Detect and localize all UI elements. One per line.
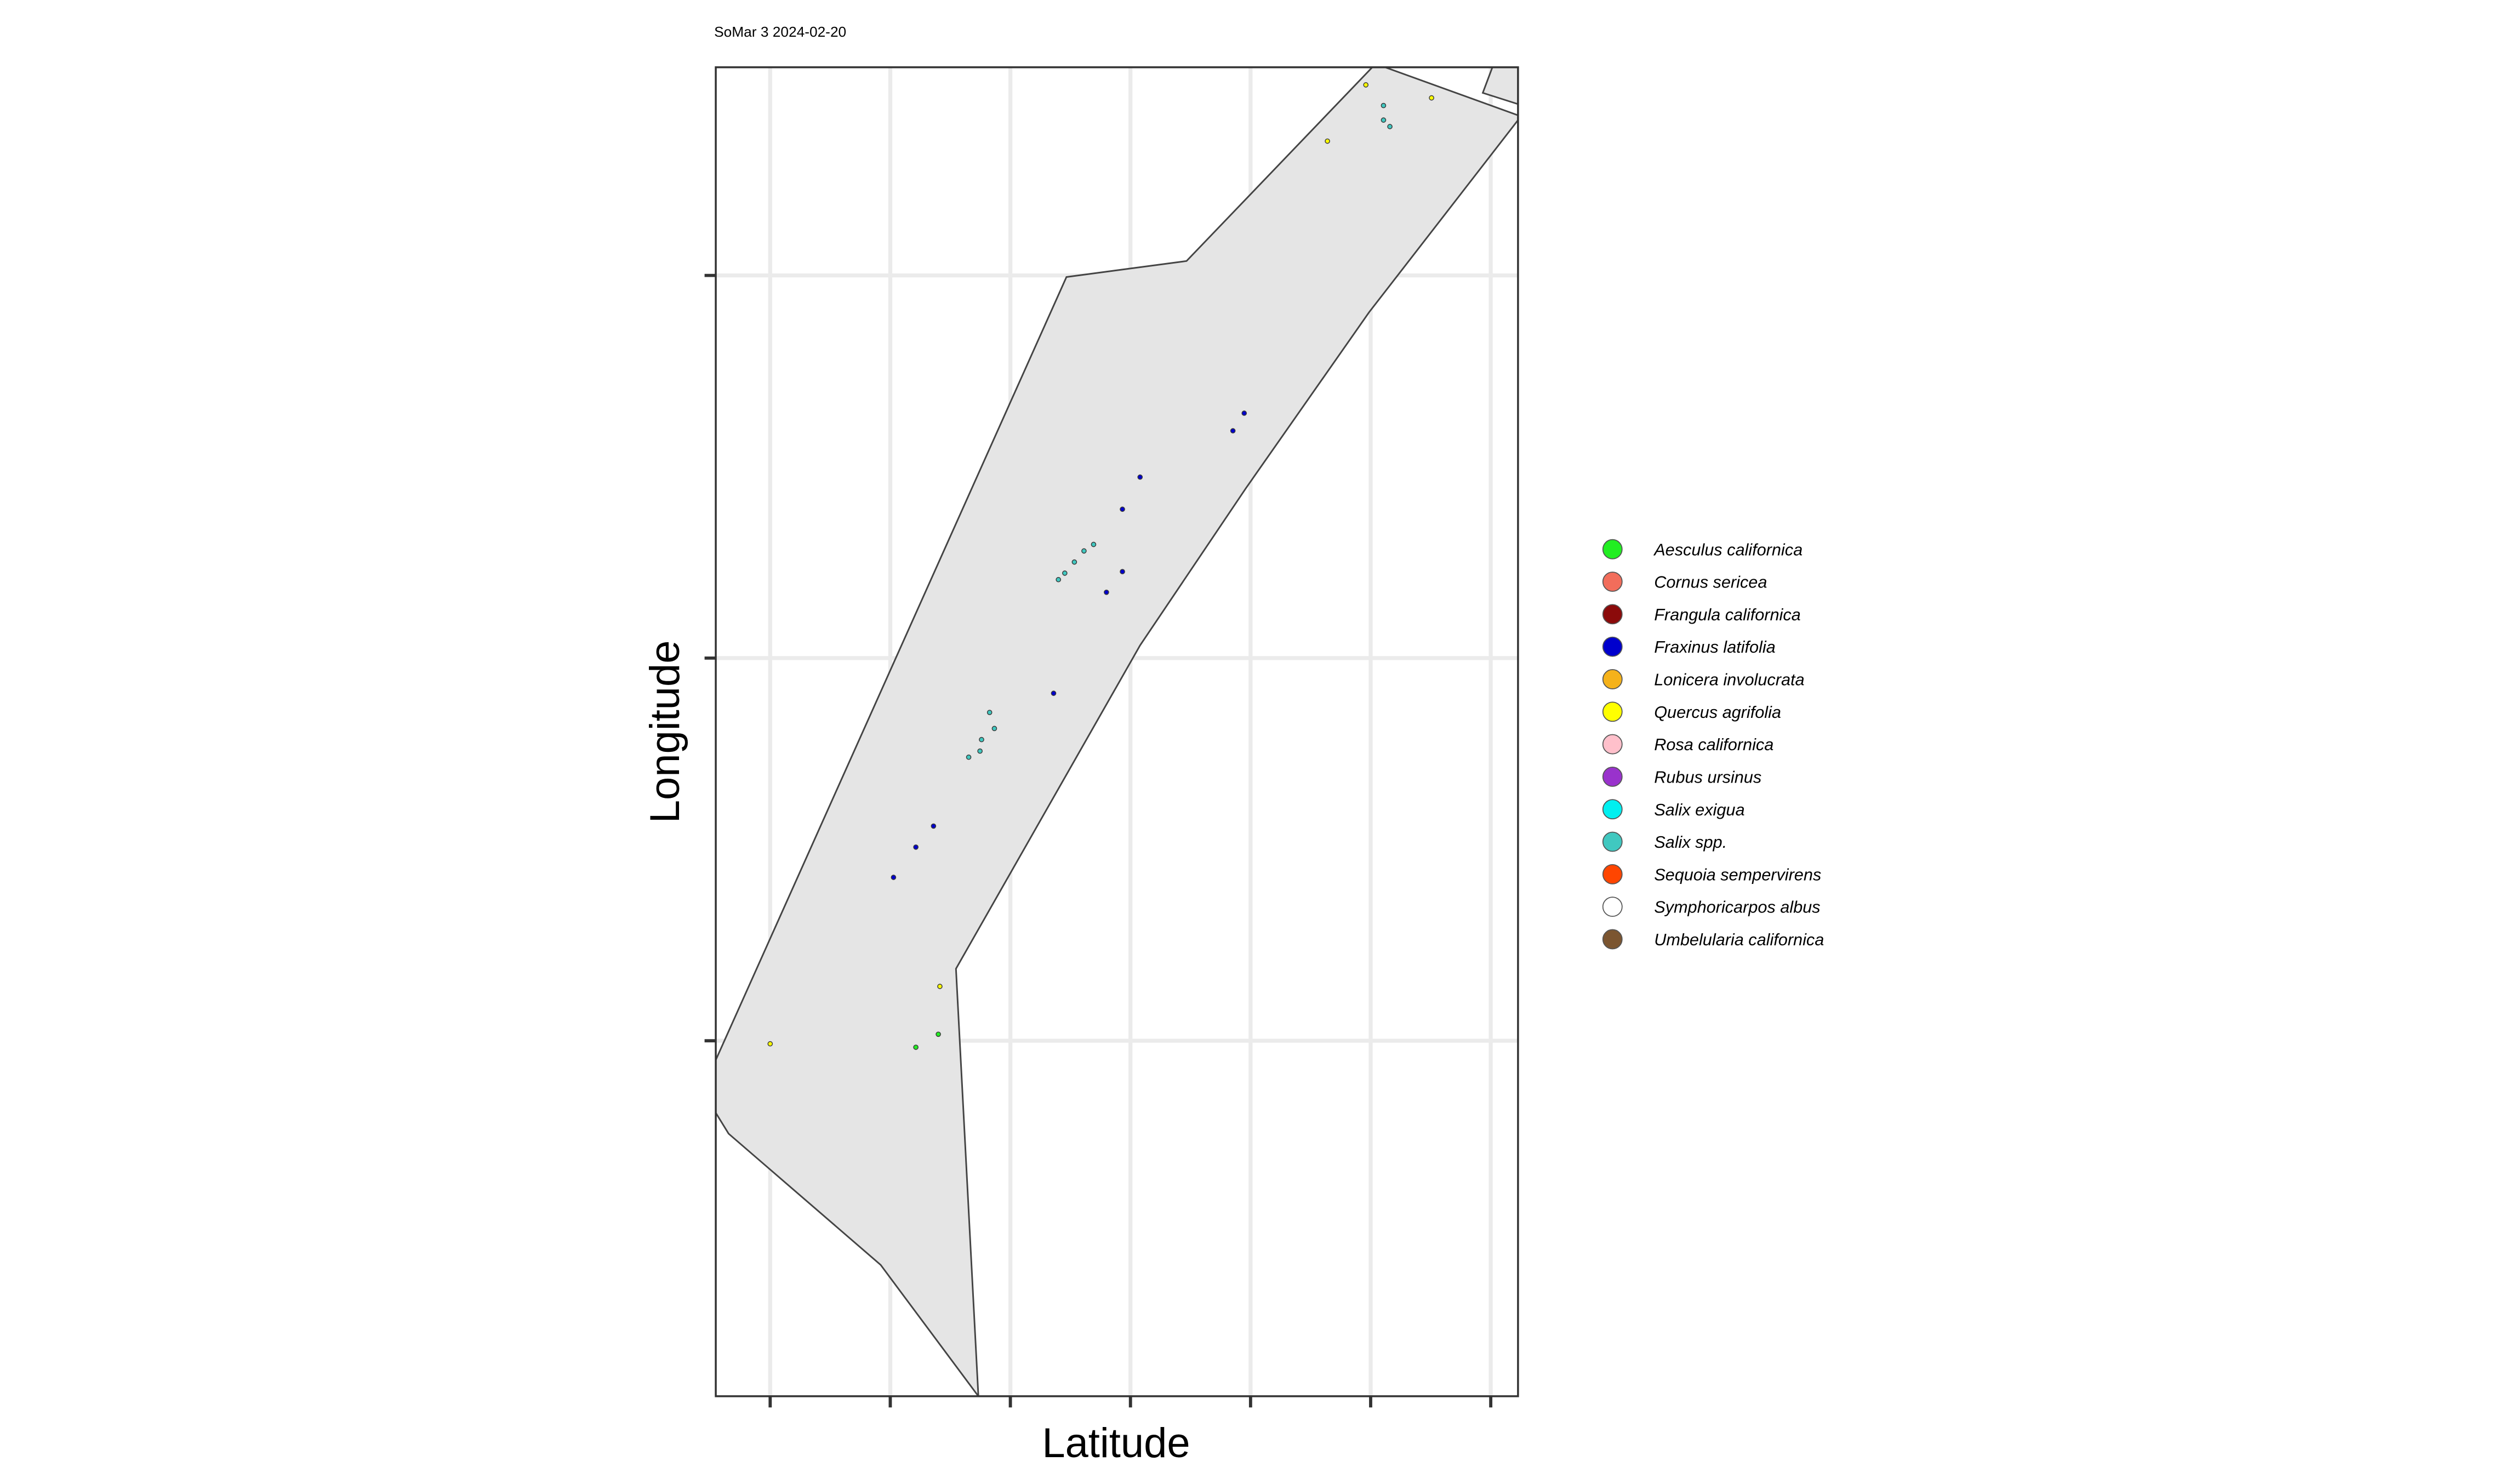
site-polygon	[716, 67, 1518, 1396]
point	[891, 875, 897, 880]
point	[1104, 589, 1109, 595]
legend-key	[1602, 701, 1623, 722]
point	[931, 823, 937, 829]
point	[1387, 124, 1393, 129]
y-axis-label: Longitude	[642, 640, 688, 823]
legend-label: Quercus agrifolia	[1654, 703, 1781, 722]
legend-label: Aesculus californica	[1653, 540, 1803, 559]
point	[936, 1031, 941, 1037]
legend-label: Lonicera involucrata	[1654, 671, 1804, 689]
point	[1120, 506, 1125, 512]
legend-label: Salix exigua	[1654, 801, 1744, 819]
point	[1081, 548, 1087, 554]
legend-key	[1602, 604, 1623, 625]
map	[716, 67, 1518, 1396]
point	[913, 844, 919, 850]
legend-label: Frangula californica	[1654, 606, 1801, 624]
legend: Aesculus californica Cornus sericea Frangu…	[1602, 539, 1824, 950]
point	[1230, 428, 1236, 433]
legend-key	[1602, 669, 1623, 689]
legend-label: Rosa californica	[1654, 735, 1773, 754]
legend-label: Sequoia sempervirens	[1654, 865, 1821, 884]
point	[1137, 474, 1143, 480]
point	[1051, 690, 1057, 696]
legend-label: Umbelularia californica	[1654, 931, 1824, 949]
legend-label: Rubus ursinus	[1654, 768, 1761, 787]
legend-key	[1602, 572, 1623, 592]
legend-label: Cornus sericea	[1654, 573, 1767, 592]
panel-border	[715, 66, 1519, 1397]
point	[1062, 570, 1068, 576]
legend-key	[1602, 539, 1623, 560]
point	[1363, 82, 1369, 88]
points	[767, 82, 1434, 1050]
point	[1429, 95, 1434, 101]
legend-key	[1602, 636, 1623, 657]
point	[1071, 559, 1077, 565]
legend-label: Fraxinus latifolia	[1654, 638, 1776, 657]
point	[1325, 138, 1330, 144]
point	[1120, 569, 1125, 574]
legend-label: Symphoricarpos albus	[1654, 898, 1820, 917]
legend-key	[1602, 766, 1623, 787]
point	[767, 1041, 773, 1047]
point	[913, 1044, 919, 1050]
x-axis-label: Latitude	[1042, 1420, 1190, 1466]
point	[1056, 577, 1062, 583]
legend-key	[1602, 864, 1623, 884]
point	[966, 754, 972, 760]
legend-key	[1602, 799, 1623, 820]
point	[991, 726, 997, 732]
point	[937, 984, 943, 989]
point	[1381, 102, 1387, 109]
legend-key	[1602, 897, 1623, 917]
legend-key	[1602, 734, 1623, 755]
point	[1091, 541, 1097, 547]
legend-label: Salix spp.	[1654, 833, 1727, 852]
point	[977, 748, 983, 754]
chart-title: SoMar 3 2024-02-20	[714, 24, 846, 40]
legend-key	[1602, 929, 1623, 950]
legend-key	[1602, 831, 1623, 852]
point	[986, 710, 993, 715]
point	[979, 737, 984, 743]
point	[1241, 410, 1247, 416]
point	[1381, 117, 1387, 123]
site-polygon	[1481, 67, 1518, 105]
